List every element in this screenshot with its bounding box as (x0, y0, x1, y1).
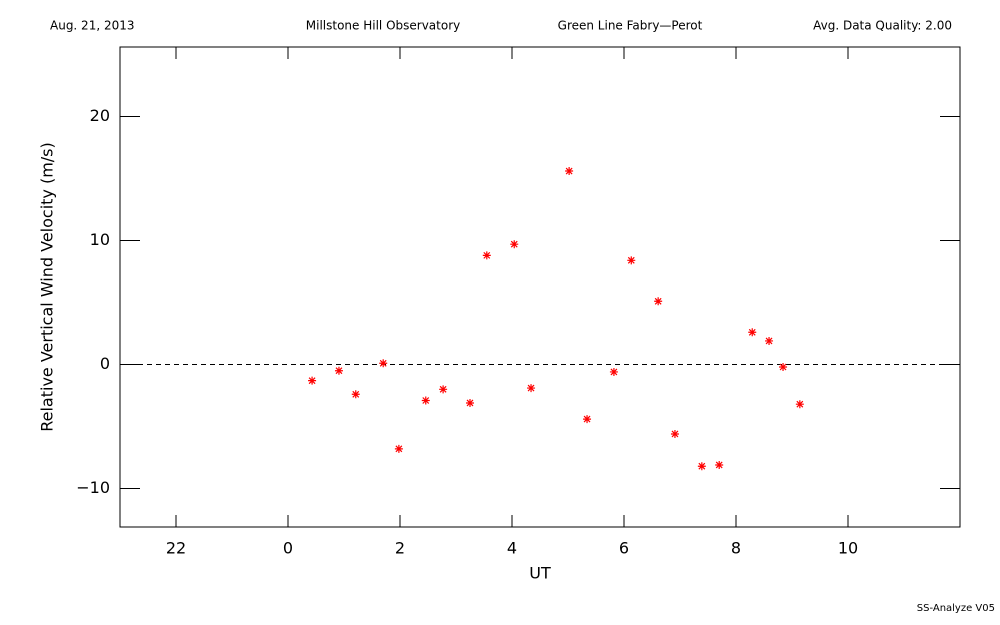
y-tick-label: 20 (90, 106, 110, 125)
point (583, 415, 592, 424)
y-tick-label: −10 (76, 478, 110, 497)
point (510, 240, 519, 249)
point (779, 363, 788, 371)
x-tick-label: 2 (395, 539, 405, 558)
point (715, 460, 724, 469)
x-tick-label: 6 (619, 539, 629, 558)
date: Aug. 21, 2013 (50, 19, 135, 33)
point (697, 462, 706, 471)
quality: Avg. Data Quality: 2.00 (813, 19, 952, 33)
point (308, 376, 317, 385)
point (334, 366, 343, 375)
x-tick-label: 10 (838, 539, 858, 558)
x-tick-label: 0 (283, 539, 293, 558)
y-tick-label: 0 (100, 354, 110, 373)
point (627, 256, 636, 265)
point (795, 400, 804, 409)
y-axis-label: Relative Vertical Wind Velocity (m/s) (38, 142, 57, 432)
x-tick-label: 8 (731, 539, 741, 558)
footer: SS-Analyze V05 (917, 603, 995, 614)
point (394, 444, 403, 453)
x-axis-label: UT (529, 564, 551, 583)
point (421, 396, 430, 405)
point (351, 390, 360, 399)
point (670, 429, 679, 438)
point (654, 297, 663, 306)
point (765, 336, 774, 345)
instrument: Green Line Fabry—Perot (558, 19, 703, 33)
x-tick-label: 4 (507, 539, 517, 558)
point (609, 367, 618, 376)
y-tick-label: 10 (90, 230, 110, 249)
point (565, 167, 574, 176)
point (439, 385, 448, 394)
observatory: Millstone Hill Observatory (306, 19, 460, 33)
point (748, 328, 757, 337)
plot-frame (119, 46, 961, 528)
point (466, 398, 474, 407)
point (482, 251, 491, 260)
point (527, 384, 536, 393)
x-tick-label: 22 (166, 539, 186, 558)
point (379, 359, 388, 368)
